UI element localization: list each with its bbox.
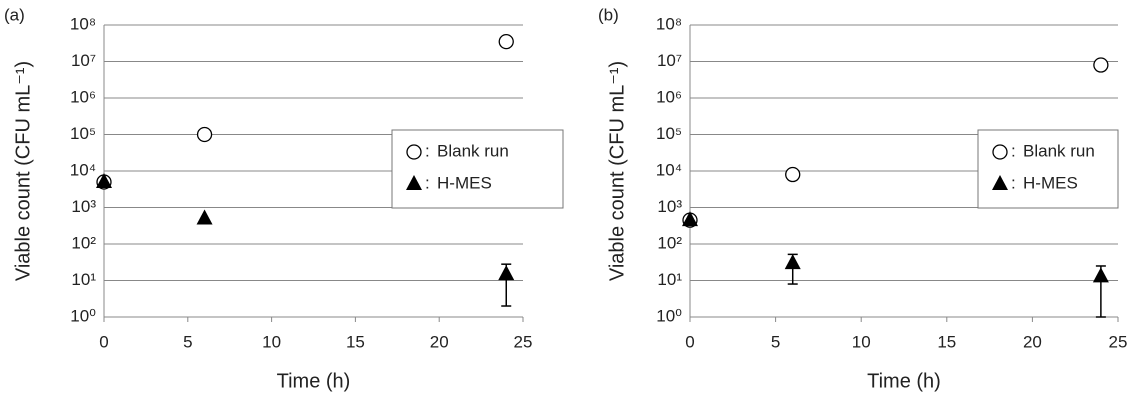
x-tick-label: 25 — [514, 332, 533, 351]
x-tick-label: 15 — [346, 332, 365, 351]
y-tick-label: 10¹ — [657, 270, 682, 289]
data-point — [1093, 57, 1109, 73]
y-tick-label: 10⁰ — [656, 306, 682, 325]
legend-separator: : — [425, 173, 430, 192]
x-tick-label: 20 — [430, 332, 449, 351]
y-tick-label: 10⁴ — [70, 160, 96, 179]
x-tick-label: 5 — [183, 332, 192, 351]
x-tick-label: 5 — [771, 332, 780, 351]
legend-label: H-MES — [437, 173, 492, 192]
y-tick-label: 10⁵ — [70, 124, 96, 143]
y-tick-label: 10⁸ — [656, 14, 682, 33]
y-tick-label: 10⁶ — [656, 87, 682, 106]
chart-panel: (b) 10⁰ 10¹ 10² 10³ 10⁴ 10⁵ 10⁶ 10⁷ 10⁸ 0 5 10 15 20 25… — [598, 5, 1127, 392]
legend-label: H-MES — [1023, 173, 1078, 192]
y-tick-label: 10³ — [657, 197, 682, 216]
y-tick-label: 10² — [657, 233, 682, 252]
x-tick-label: 10 — [852, 332, 871, 351]
y-axis-title: Viable count (CFU mL⁻¹) — [606, 61, 628, 281]
chart-panel: (a) 10⁰ 10¹ 10² 10³ 10⁴ 10⁵ 10⁶ 10⁷ 10⁸ 0 5 10 15 20 25… — [4, 5, 564, 392]
data-point — [196, 209, 213, 225]
legend-box — [391, 129, 564, 209]
y-tick-label: 10⁶ — [70, 87, 96, 106]
y-tick-label: 10² — [71, 233, 96, 252]
x-tick-label: 10 — [262, 332, 281, 351]
y-tick-label: 10⁴ — [656, 160, 682, 179]
x-tick-label: 20 — [1023, 332, 1042, 351]
panel-label: (a) — [4, 5, 25, 24]
data-point — [682, 211, 698, 227]
y-tick-label: 10⁷ — [657, 51, 682, 70]
x-axis-title: Time (h) — [277, 370, 351, 392]
legend-separator: : — [1011, 141, 1016, 160]
x-tick-label: 25 — [1109, 332, 1128, 351]
data-point — [498, 33, 514, 50]
legend-marker — [406, 144, 422, 160]
y-tick-label: 10⁸ — [70, 14, 96, 33]
x-tick-label: 0 — [99, 332, 108, 351]
y-tick-label: 10⁷ — [71, 51, 96, 70]
data-point — [1092, 267, 1109, 283]
legend-box — [977, 129, 1119, 209]
legend-marker — [992, 175, 1008, 190]
legend-marker — [992, 144, 1008, 160]
y-tick-label: 10¹ — [71, 270, 96, 289]
data-point — [96, 172, 112, 188]
data-point — [785, 166, 801, 183]
data-point — [784, 254, 801, 270]
legend-separator: : — [425, 141, 430, 160]
data-point — [498, 265, 515, 281]
legend-marker — [406, 175, 422, 190]
legend-label: Blank run — [437, 141, 509, 160]
y-tick-label: 10³ — [71, 197, 96, 216]
legend-separator: : — [1011, 173, 1016, 192]
y-tick-label: 10⁰ — [70, 306, 96, 325]
panel-label: (b) — [598, 5, 619, 24]
x-axis-title: Time (h) — [867, 370, 941, 392]
legend-label: Blank run — [1023, 141, 1095, 160]
y-tick-label: 10⁵ — [656, 124, 682, 143]
y-axis-title: Viable count (CFU mL⁻¹) — [12, 61, 34, 281]
x-tick-label: 15 — [937, 332, 956, 351]
data-point — [196, 126, 213, 143]
x-tick-label: 0 — [685, 332, 694, 351]
